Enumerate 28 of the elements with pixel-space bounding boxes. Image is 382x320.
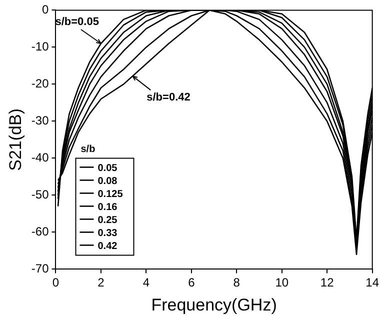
- y-tick-label: -70: [31, 262, 50, 276]
- x-tick-label: 12: [320, 276, 334, 290]
- x-tick-label: 0: [52, 276, 60, 290]
- x-tick-label: 10: [275, 276, 289, 290]
- legend-label: 0.33: [98, 228, 118, 240]
- y-tick-label: -30: [31, 114, 50, 128]
- x-tick-label: 2: [98, 276, 105, 290]
- annotation: s/b=0.05: [55, 16, 99, 28]
- x-tick-label: 14: [366, 276, 380, 290]
- y-tick-label: 0: [42, 2, 50, 17]
- x-tick-label: 4: [142, 276, 150, 290]
- y-tick-label: -10: [31, 40, 50, 54]
- legend-label: 0.25: [98, 215, 118, 226]
- x-tick-label: 6: [188, 276, 196, 290]
- legend-label: 0.08: [98, 176, 118, 188]
- y-tick-label: -20: [31, 76, 50, 91]
- x-tick-label: 8: [233, 276, 240, 290]
- legend-label: 0.125: [98, 189, 124, 200]
- x-axis-title: Frequency(GHz): [151, 295, 277, 314]
- legend-label: 0.16: [98, 202, 118, 214]
- y-tick-label: -40: [31, 150, 50, 165]
- legend-label: 0.42: [98, 241, 118, 252]
- legend-title: s/b: [80, 144, 96, 156]
- annotation: s/b=0.42: [146, 92, 190, 104]
- legend-label: 0.05: [98, 163, 118, 174]
- y-axis-title: S21(dB): [6, 108, 25, 171]
- y-tick-label: -50: [31, 188, 50, 202]
- y-tick-label: -60: [31, 224, 50, 239]
